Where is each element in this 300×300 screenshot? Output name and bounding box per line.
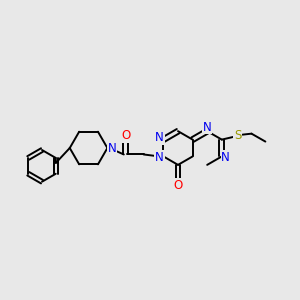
Text: O: O (173, 179, 183, 192)
Text: N: N (155, 151, 164, 164)
Text: S: S (234, 129, 241, 142)
Text: N: N (155, 131, 164, 144)
Text: N: N (221, 151, 230, 164)
Text: N: N (203, 121, 212, 134)
Text: O: O (121, 129, 130, 142)
Text: N: N (108, 142, 117, 154)
